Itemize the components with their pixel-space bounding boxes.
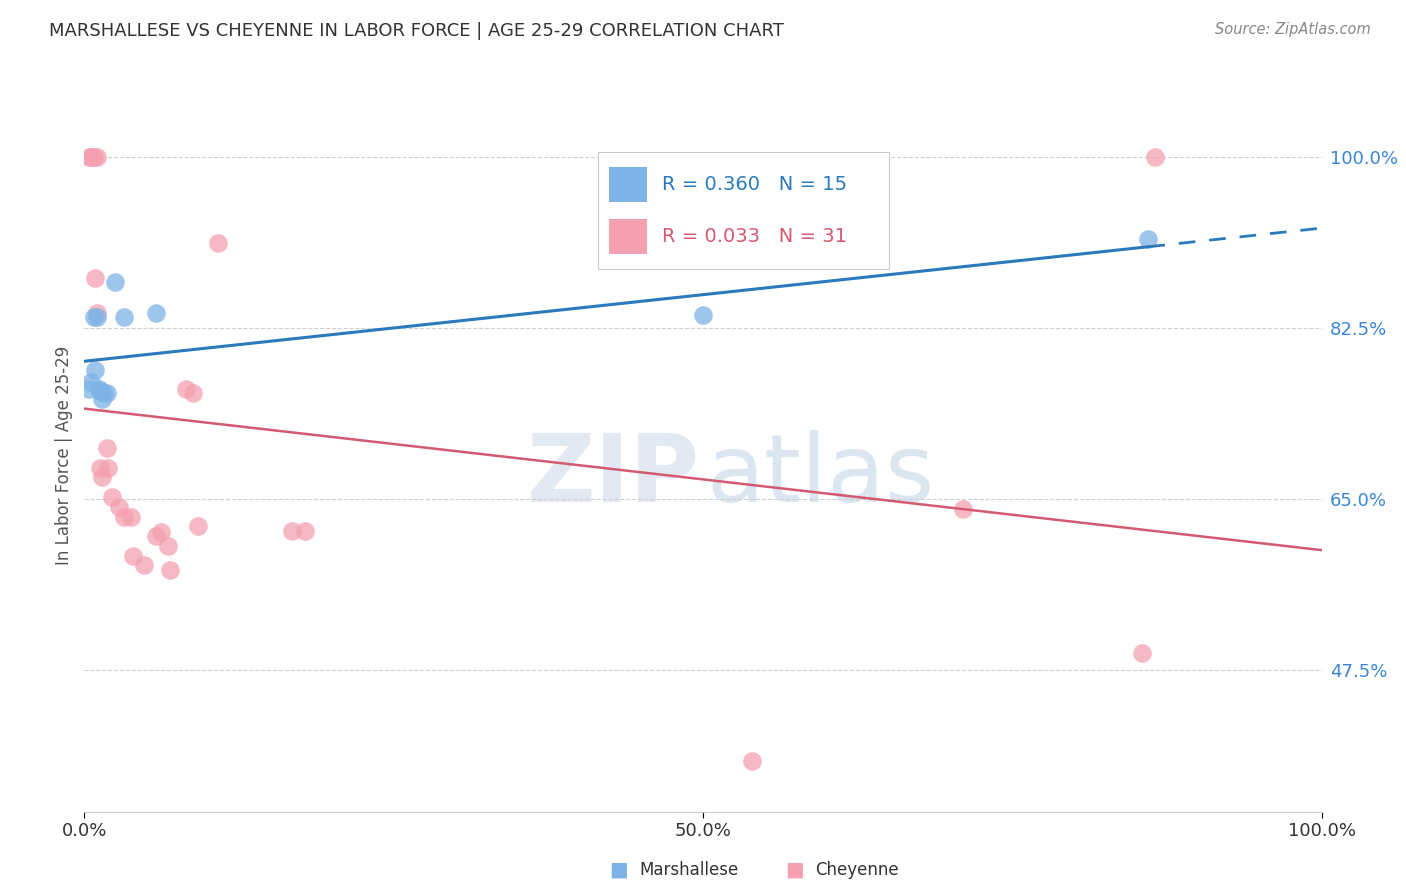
Point <box>89 460 111 475</box>
Point <box>86 310 108 324</box>
Point <box>108 500 131 514</box>
Text: Source: ZipAtlas.com: Source: ZipAtlas.com <box>1215 22 1371 37</box>
Point <box>1137 232 1160 246</box>
Text: ZIP: ZIP <box>526 430 699 523</box>
Point <box>145 529 167 543</box>
Point <box>1143 150 1166 164</box>
Point <box>294 524 316 538</box>
Point <box>83 150 105 164</box>
Point <box>157 539 180 553</box>
Point <box>952 501 974 516</box>
Point <box>187 519 209 533</box>
Text: R = 0.360   N = 15: R = 0.360 N = 15 <box>662 175 846 194</box>
Point <box>79 375 101 389</box>
Point <box>90 470 112 484</box>
Y-axis label: In Labor Force | Age 25-29: In Labor Force | Age 25-29 <box>55 345 73 565</box>
Point <box>96 386 118 401</box>
Text: Marshallese: Marshallese <box>640 861 740 879</box>
Point <box>181 386 204 401</box>
Point <box>174 383 197 397</box>
Point <box>96 441 118 455</box>
Point <box>84 363 107 377</box>
Point <box>86 306 108 320</box>
Point <box>79 150 101 164</box>
Point <box>89 384 111 399</box>
Point <box>120 509 142 524</box>
Point <box>112 310 135 324</box>
Bar <box>609 167 647 202</box>
Point <box>281 524 304 538</box>
Point <box>112 509 135 524</box>
Point <box>90 392 112 407</box>
Point <box>159 563 181 577</box>
Point <box>121 549 143 563</box>
Point <box>100 490 122 504</box>
Bar <box>609 219 647 254</box>
Text: ▪: ▪ <box>785 855 804 884</box>
Text: ▪: ▪ <box>609 855 628 884</box>
Text: atlas: atlas <box>707 430 935 523</box>
Point <box>132 558 155 573</box>
Point <box>207 235 229 250</box>
Point <box>97 460 120 475</box>
Text: R = 0.033   N = 31: R = 0.033 N = 31 <box>662 227 846 246</box>
Point <box>692 308 714 322</box>
Point <box>82 150 104 164</box>
Point <box>83 310 105 324</box>
Point <box>93 386 115 401</box>
Point <box>89 383 111 397</box>
Point <box>145 306 167 320</box>
Text: Cheyenne: Cheyenne <box>815 861 898 879</box>
Point <box>741 754 763 768</box>
Point <box>86 150 108 164</box>
Point <box>150 525 173 540</box>
Text: MARSHALLESE VS CHEYENNE IN LABOR FORCE | AGE 25-29 CORRELATION CHART: MARSHALLESE VS CHEYENNE IN LABOR FORCE |… <box>49 22 785 40</box>
Point <box>79 150 101 164</box>
Point <box>1130 646 1153 660</box>
Point <box>104 275 127 289</box>
Point <box>84 271 107 285</box>
Point <box>79 383 101 397</box>
